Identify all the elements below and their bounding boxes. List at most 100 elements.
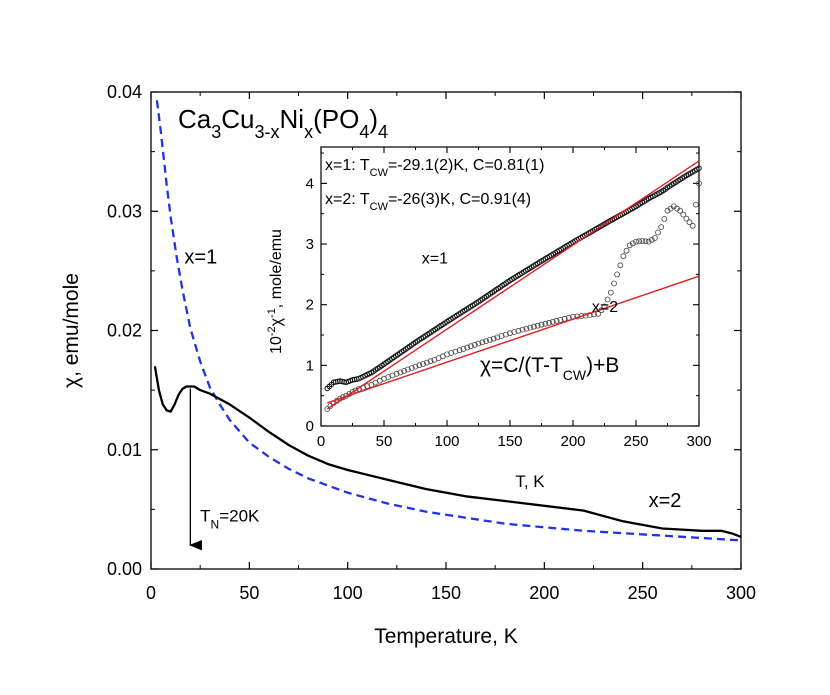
inset-point-x2 xyxy=(448,350,455,356)
inset-point-x2 xyxy=(494,334,501,341)
main-yaxis-title: χ, emu/mole xyxy=(60,273,83,388)
inset-point-x2 xyxy=(456,347,463,354)
inset-point-x2 xyxy=(519,326,526,333)
inset-point-x2 xyxy=(553,317,560,324)
inset-point-x2 xyxy=(633,238,639,245)
main-compound-formula-part-7: 4 xyxy=(359,122,369,142)
inset-point-x2 xyxy=(408,365,415,371)
inset-fit-formula-part-0: χ=C/(T-T xyxy=(480,354,563,377)
inset-point-x2 xyxy=(427,358,434,365)
inset-fit-line-x1 xyxy=(326,160,700,410)
inset-point-x2 xyxy=(486,336,493,343)
inset-point-x2 xyxy=(423,359,430,366)
inset-label-x1: x=1 xyxy=(422,250,448,267)
inset-point-x2 xyxy=(404,366,411,373)
inset-label-x2-part-0: x=2 xyxy=(592,299,618,316)
main-label-x1: x=1 xyxy=(184,247,217,269)
main-label-tn: TN=20K xyxy=(200,506,260,531)
inset-xtick-label: 0 xyxy=(317,433,325,450)
inset-point-x2 xyxy=(680,211,687,218)
main-label-x1-part-0: x=1 xyxy=(184,247,217,269)
main-chart: 0 50 100 150 200 250 300 0.00 0.01 0.02 0.03 0.04 Te… xyxy=(60,82,756,648)
inset-xtick-label: 50 xyxy=(376,433,393,450)
main-compound-formula-part-0: Ca xyxy=(178,104,212,134)
inset-point-x2 xyxy=(464,344,471,351)
inset-fit-formula: χ=C/(T-TCW)+B xyxy=(480,354,619,383)
inset-ytick-label: 0 xyxy=(306,418,314,435)
inset-point-x2 xyxy=(542,320,549,327)
main-compound-formula-part-8: ) xyxy=(369,104,378,134)
main-label-tn-part-1: N xyxy=(211,517,220,531)
inset-xtick-label: 200 xyxy=(560,433,585,450)
inset-point-x2 xyxy=(479,339,486,346)
main-compound-formula-part-4: Ni xyxy=(280,104,305,134)
inset-ytick-label: 2 xyxy=(306,297,314,314)
main-ytick-label: 0.02 xyxy=(107,321,142,341)
inset-point-x2 xyxy=(420,360,427,367)
inset-label-x1-part-0: x=1 xyxy=(422,250,448,267)
inset-yaxis-title: 10-2χ-1, mole/emu xyxy=(266,229,285,354)
inset-point-x2 xyxy=(617,262,624,269)
main-xtick-label: 200 xyxy=(529,583,559,603)
main-label-x2-part-0: x=2 xyxy=(649,490,682,512)
inset-legend-line-x2-part-0: x=2: T xyxy=(325,191,370,208)
inset-point-x2 xyxy=(652,235,658,241)
main-compound-formula-part-2: Cu xyxy=(221,104,254,134)
inset-point-x2 xyxy=(677,207,683,214)
inset-point-x2 xyxy=(475,340,482,347)
main-xaxis-title: Temperature, K xyxy=(374,625,518,648)
inset-point-x2 xyxy=(636,238,642,245)
inset-xtick-label: 250 xyxy=(623,433,648,450)
inset-fit-line-x2 xyxy=(327,275,700,404)
inset-label-x2: x=2 xyxy=(592,299,618,316)
inset-xaxis-title: T, K xyxy=(515,472,545,491)
inset-point-x2 xyxy=(645,238,652,245)
inset-xtick-label: 150 xyxy=(497,433,522,450)
inset-point-x2 xyxy=(507,330,513,337)
inset-point-x2 xyxy=(639,238,646,244)
inset-point-x2 xyxy=(416,362,423,369)
main-xtick-label: 250 xyxy=(628,583,658,603)
inset-point-x2 xyxy=(523,325,530,332)
inset-point-x2 xyxy=(515,327,522,334)
inset-chart: 0 50 100 150 200 250 300 0 1 2 3 4 T, K 10-2χ-1, mole… xyxy=(266,146,712,491)
inset-legend-line-x2-part-1: CW xyxy=(370,201,389,213)
inset-point-x2 xyxy=(655,229,661,236)
inset-point-x2 xyxy=(460,345,467,352)
inset-yaxis-title-part-4: , mole/emu xyxy=(268,229,285,308)
inset-point-x2 xyxy=(397,369,404,376)
inset-xtick-label: 100 xyxy=(434,433,459,450)
inset-ytick-label: 1 xyxy=(306,357,314,374)
inset-point-x2 xyxy=(549,318,556,325)
main-ytick-label: 0.04 xyxy=(107,82,142,102)
inset-fit-formula-part-2: )+B xyxy=(586,354,619,377)
inset-legend-line-x2: x=2: TCW=-26(3)K, C=0.91(4) xyxy=(325,191,531,213)
inset-point-x2 xyxy=(686,219,693,226)
inset-point-x2 xyxy=(557,316,564,323)
inset-xtick-label: 300 xyxy=(686,433,711,450)
inset-point-x2 xyxy=(620,253,627,260)
inset-yaxis-title-part-3: -1 xyxy=(266,308,278,318)
inset-point-x2 xyxy=(490,335,497,342)
inset-point-x2 xyxy=(502,331,509,338)
inset-point-x2 xyxy=(696,180,702,187)
inset-point-x2 xyxy=(604,296,611,303)
main-compound-formula-part-9: 4 xyxy=(378,122,388,142)
main-compound-formula-part-5: x xyxy=(304,122,313,142)
inset-point-x2 xyxy=(324,406,331,412)
main-ytick-label: 0.03 xyxy=(107,201,142,221)
inset-point-x2 xyxy=(693,201,699,208)
inset-point-x2 xyxy=(531,323,537,330)
inset-yaxis-title-part-1: -2 xyxy=(266,326,278,336)
inset-point-x2 xyxy=(607,289,614,296)
inset-point-x2 xyxy=(471,341,478,348)
inset-point-x2 xyxy=(648,236,655,243)
inset-point-x2 xyxy=(467,343,474,350)
inset-point-x2 xyxy=(538,321,545,328)
main-label-tn-part-2: =20K xyxy=(219,506,260,525)
main-ytick-label: 0.01 xyxy=(107,440,142,460)
inset-legend-line-x1: x=1: TCW=-29.1(2)K, C=0.81(1) xyxy=(325,157,544,179)
main-ytick-label: 0.00 xyxy=(107,559,142,579)
inset-legend-line-x1-part-0: x=1: T xyxy=(325,157,370,174)
